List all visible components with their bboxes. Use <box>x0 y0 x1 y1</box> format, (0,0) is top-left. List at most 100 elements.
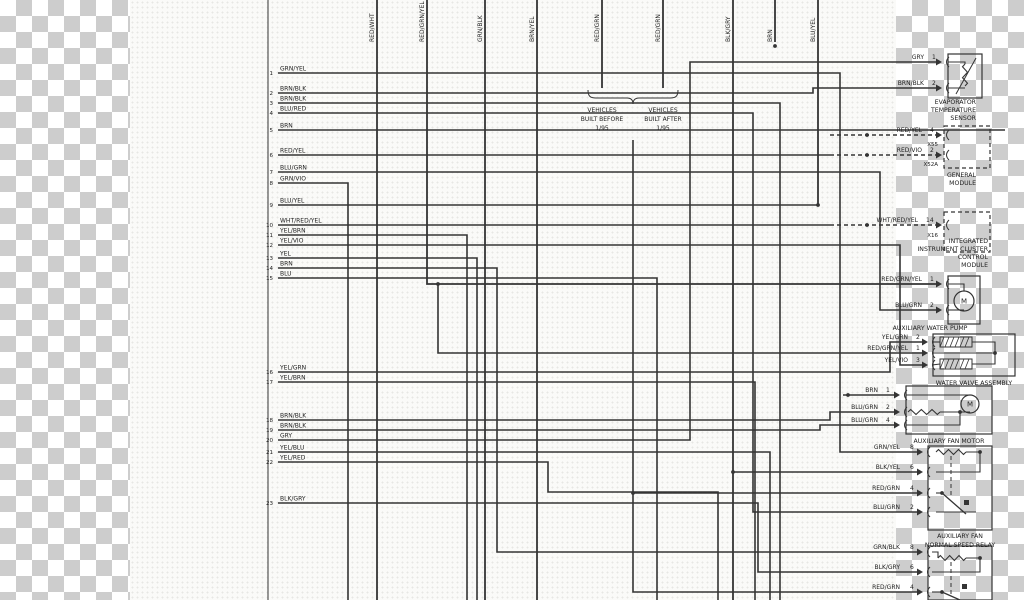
pin-label: 3 <box>916 357 920 364</box>
relay-contact-square <box>962 584 967 589</box>
row-number: 1 <box>270 71 274 77</box>
connector-socket-icon <box>946 129 950 141</box>
connector-arrow-icon <box>936 84 942 92</box>
connector-arrow-icon <box>917 508 923 516</box>
junction-dot <box>436 282 440 286</box>
vehicle-split-caption: 1/95 <box>656 125 670 132</box>
coil-hatch <box>939 358 945 370</box>
pin-label: 14 <box>926 217 934 224</box>
pin-label: 2 <box>930 302 934 309</box>
connector-arrow-icon <box>917 448 923 456</box>
pin-label: 4 <box>910 485 914 492</box>
wire <box>948 61 966 64</box>
component-name: SENSOR <box>950 115 976 122</box>
coil-symbol <box>939 358 973 370</box>
pin-label: X16 <box>927 233 938 239</box>
connector-arrow-icon <box>922 349 928 357</box>
component-name: AUXILIARY FAN MOTOR <box>914 438 986 445</box>
row-number: 18 <box>266 418 273 424</box>
wire-color-label: BRN/BLK <box>280 86 307 93</box>
wire-row <box>278 502 917 573</box>
coil-hatch <box>954 336 960 348</box>
wire-row <box>278 411 894 421</box>
vehicle-split-caption: BUILT BEFORE <box>581 116 624 123</box>
connector-arrow-icon <box>936 131 942 139</box>
pin-label: BLU/GRN <box>873 504 900 511</box>
connector-socket-icon <box>946 82 950 94</box>
pin-label: BLU/GRN <box>851 417 878 424</box>
row-number: 19 <box>266 428 273 434</box>
wire-color-label: GRN/YEL <box>280 66 307 73</box>
component-name: WATER VALVE ASSEMBLY <box>936 380 1013 387</box>
wire <box>426 0 936 285</box>
wire <box>936 451 981 473</box>
row-number: 10 <box>266 223 273 229</box>
pin-label: 8 <box>910 544 914 551</box>
component-name: MODULE <box>949 180 976 187</box>
connector-arrow-icon <box>917 468 923 476</box>
connector-arrow-icon <box>917 588 923 596</box>
connector-socket-icon <box>932 359 936 371</box>
connector-arrow-icon <box>894 408 900 416</box>
pin-label: 2 <box>930 147 934 154</box>
row-number: 9 <box>270 203 274 209</box>
motor-letter: M <box>961 298 967 306</box>
pin-label: WHT/RED/YEL <box>876 217 918 224</box>
wire <box>948 283 965 291</box>
connector-arrow-icon <box>936 221 942 229</box>
wire-color-label: GRY <box>280 433 292 440</box>
wire <box>932 551 939 558</box>
pin-label: 2 <box>886 404 890 411</box>
component-name: CONTROL <box>958 254 989 261</box>
component-name: NORMAL SPEED RELAY <box>925 542 996 549</box>
wire-row <box>278 341 922 373</box>
connector-socket-icon <box>927 506 931 518</box>
component-name: EVAPORATOR <box>935 99 977 106</box>
wire-color-label: YEL/BLU <box>279 445 304 452</box>
feed-wire-label: RED/GRN/YEL <box>419 1 426 42</box>
junction-dot <box>940 491 944 495</box>
pin-label: BLU/GRN <box>895 302 922 309</box>
junction-dot <box>978 556 982 560</box>
pin-label: 1 <box>886 387 890 394</box>
component-name: AUXILIARY WATER PUMP <box>893 325 968 332</box>
pin-label: BLK/GRY <box>874 564 900 571</box>
pin-label: 6 <box>910 564 914 571</box>
pin-label: YEL/VIO <box>884 357 909 364</box>
component-name: INSTRUMENT CLUSTER <box>917 246 988 253</box>
connector-socket-icon <box>946 304 950 316</box>
connector-arrow-icon <box>922 361 928 369</box>
pin-label: 1 <box>930 276 934 283</box>
row-number: 4 <box>270 111 274 117</box>
connector-socket-icon <box>946 219 950 231</box>
junction-dot <box>978 450 982 454</box>
wire-color-label: YEL/VIO <box>279 238 304 245</box>
component-name: MODULE <box>961 262 988 269</box>
connector-socket-icon <box>927 487 931 499</box>
wire-color-label: BRN <box>280 261 293 268</box>
pin-label: 8 <box>910 444 914 451</box>
pin-label: BLU/GRN <box>851 404 878 411</box>
row-number: 20 <box>266 438 273 444</box>
vehicle-split-caption: VEHICLES <box>648 107 678 114</box>
wire <box>437 284 922 354</box>
pin-label: RED/YEL <box>897 127 923 134</box>
coil-hatch <box>949 336 955 348</box>
pin-label: 4 <box>910 584 914 591</box>
pin-label: BLK/YEL <box>876 464 901 471</box>
pin-label: RED/VIO <box>897 147 922 154</box>
pin-label: 2 <box>932 80 936 87</box>
wiring-diagram: M M RED/WHT RED/GRN/YEL GRN/BLK BRN/YEL RED/GR… <box>266 0 1016 600</box>
pin-label: RED/GRN <box>872 584 900 591</box>
pin-label: BRN <box>865 387 878 394</box>
feed-wire-label: RED/GRN <box>655 14 662 42</box>
connector-socket-icon <box>927 586 931 598</box>
row-number: 22 <box>266 460 273 466</box>
coil-symbol <box>939 336 973 348</box>
row-number: 17 <box>266 380 273 386</box>
row-number: 2 <box>270 91 274 97</box>
junction-dot <box>958 410 962 414</box>
wire <box>941 492 967 515</box>
row-number: 5 <box>270 128 274 134</box>
